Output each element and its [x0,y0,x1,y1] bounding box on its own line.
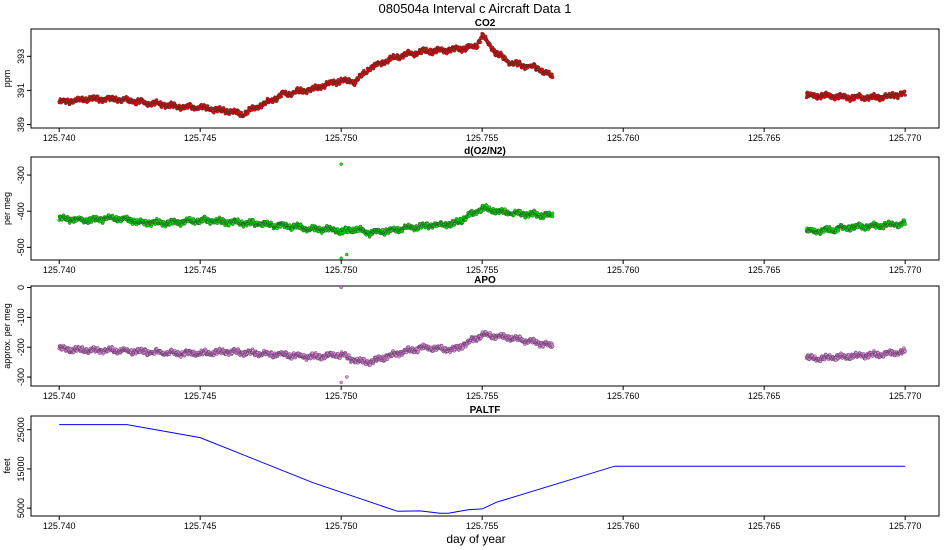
panel-title: d(O2/N2) [464,146,506,157]
x-tick-label: 125.745 [184,265,217,275]
data-point [288,223,292,227]
x-tick-label: 125.740 [43,391,76,401]
data-point [279,94,283,99]
data-point [188,216,192,220]
y-axis-label: ppm [2,70,12,88]
data-point [833,98,837,102]
data-layer [57,31,907,119]
data-point [551,211,555,215]
x-tick-label: 125.750 [325,391,358,401]
panel-1: d(O2/N2) per meg 125.740 125.745 125.750 125.… [2,146,940,275]
data-layer [57,162,907,260]
x-tick-label: 125.750 [325,265,358,275]
data-point [478,40,483,44]
data-point [503,207,507,211]
data-point [381,227,385,232]
x-tick-label: 125.760 [607,391,640,401]
data-point [368,68,373,73]
y-tick-label: -400 [16,202,26,220]
x-tick-label: 125.755 [466,265,499,275]
x-tick-label: 125.745 [184,133,217,143]
y-tick-label: -500 [16,238,26,256]
x-tick-label: 125.755 [466,133,499,143]
y-tick-label: 0 [16,285,26,290]
outlier-point [339,162,343,166]
x-tick-label: 125.740 [43,265,76,275]
panels: CO2 ppm 125.740 125.745 125.750 125.755 125.76… [2,18,940,531]
y-tick-label: -300 [16,368,26,386]
x-tick-label: 125.770 [889,133,922,143]
panel-title: CO2 [475,18,496,29]
panel-2: APO approx. per meg 125.740 125.745 125.750 1… [2,275,940,401]
y-tick-label: 391 [16,83,26,98]
x-tick-label: 125.765 [748,133,781,143]
data-layer [57,285,907,385]
data-point [334,83,339,88]
x-tick-label: 125.745 [184,391,217,401]
figure-title: 080504a Interval c Aircraft Data 1 [379,1,572,16]
data-point [240,219,244,223]
panel-title: APO [474,275,496,286]
y-axis-label: per meg [2,192,12,225]
data-point [368,363,372,367]
data-point [903,89,907,94]
panel-0: CO2 ppm 125.740 125.745 125.750 125.755 125.76… [2,18,940,143]
y-axis-label: approx. per meg [2,303,12,369]
x-tick-label: 125.750 [325,133,358,143]
x-tick-label: 125.760 [607,133,640,143]
plot-frame [30,28,940,129]
x-tick-label: 125.740 [43,133,76,143]
data-point [903,222,907,226]
y-tick-label: -100 [16,308,26,326]
data-point [476,45,480,49]
y-tick-label: 389 [16,117,26,132]
data-point [550,214,555,219]
data-point [518,209,522,213]
x-tick-label: 125.770 [889,391,922,401]
y-tick-label: -300 [16,166,26,184]
y-tick-label: -200 [16,338,26,356]
data-point [183,352,187,357]
outlier-point [339,256,343,260]
x-tick-label: 125.755 [466,391,499,401]
data-point [212,111,216,115]
y-tick-label: 393 [16,49,26,64]
x-tick-label: 125.770 [889,265,922,275]
data-point [278,225,282,229]
data-point [179,355,183,359]
data-point [551,75,555,80]
data-point [903,93,907,97]
x-tick-label: 125.760 [607,265,640,275]
x-tick-label: 125.765 [748,391,781,401]
x-tick-label: 125.765 [748,265,781,275]
outlier-point [345,252,349,257]
